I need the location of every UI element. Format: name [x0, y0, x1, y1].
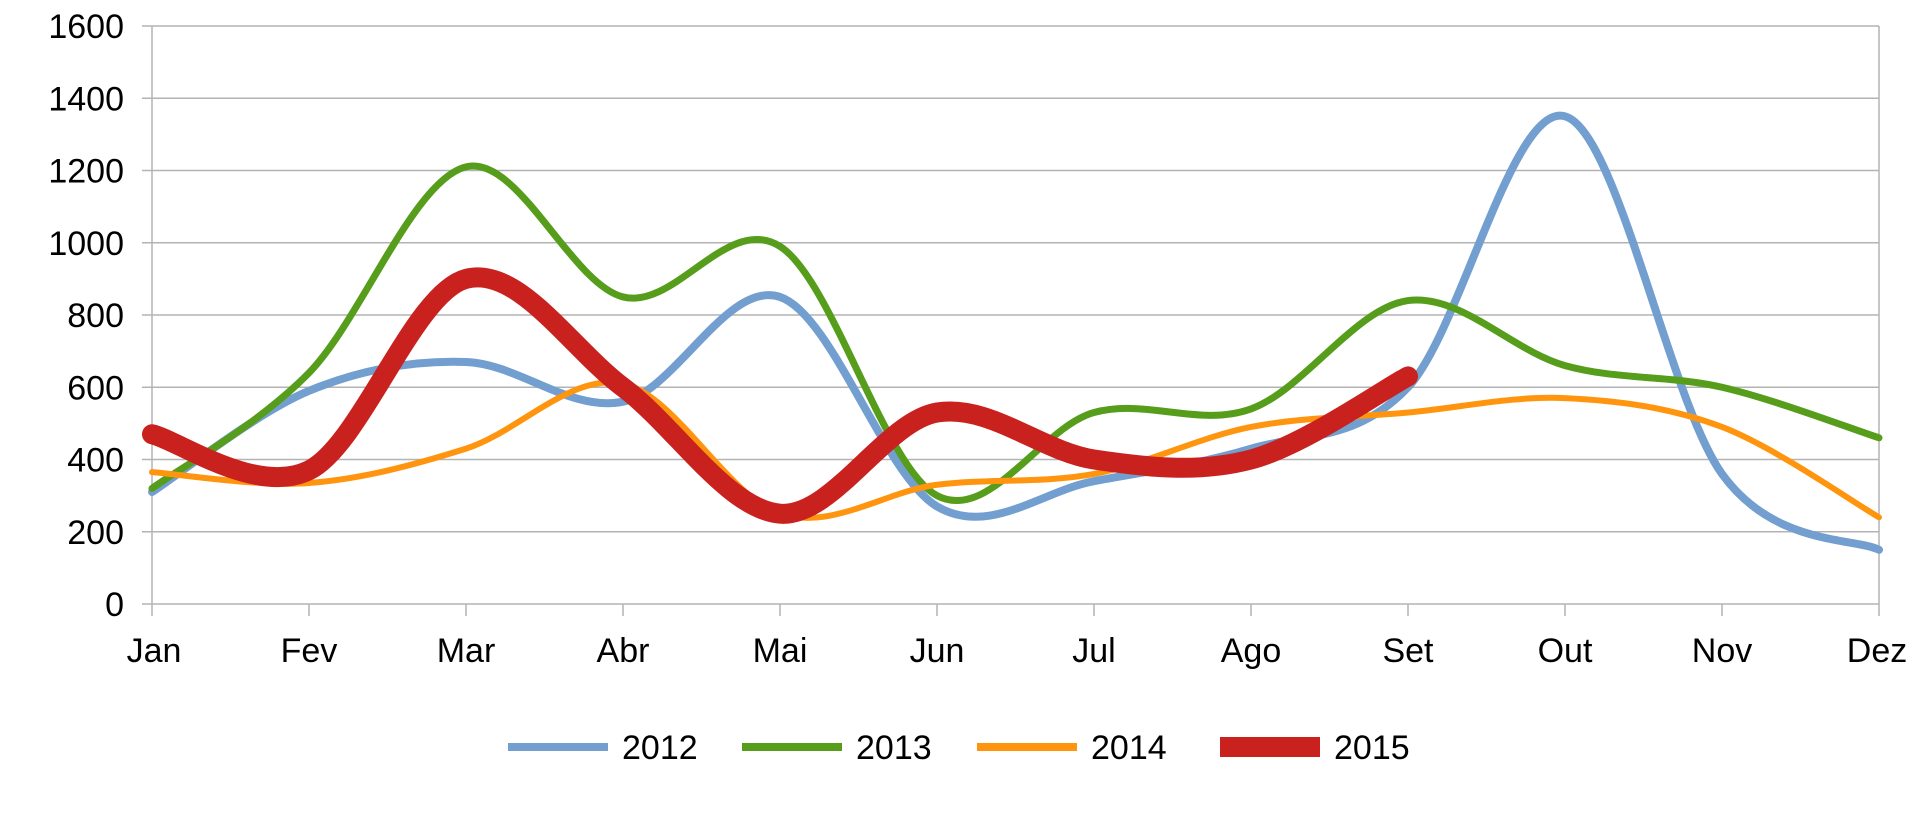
gridlines — [152, 25, 1879, 533]
y-tick-label: 200 — [67, 514, 124, 552]
x-tick-label: Nov — [1692, 632, 1752, 670]
x-tick-label: Jan — [127, 632, 182, 670]
legend-label-2015: 2015 — [1334, 729, 1410, 767]
series-line-2013 — [148, 162, 1883, 505]
legend-label-2012: 2012 — [622, 729, 698, 767]
y-axis-tick-labels: 0 200 400 600 800 1000 1200 1400 1600 — [48, 8, 124, 624]
x-tick-label: Jul — [1072, 632, 1115, 670]
x-tick-label: Dez — [1847, 632, 1907, 670]
axes — [142, 25, 1880, 616]
y-tick-label: 600 — [67, 369, 124, 407]
x-tick-label: Mar — [437, 632, 496, 670]
y-tick-label: 1600 — [48, 8, 124, 46]
legend-label-2014: 2014 — [1091, 729, 1167, 767]
y-tick-label: 1200 — [48, 153, 124, 191]
series-lines — [142, 111, 1883, 554]
x-tick-label: Set — [1382, 632, 1434, 670]
series-line-2014 — [149, 379, 1882, 521]
y-tick-label: 1000 — [48, 225, 124, 263]
y-tick-label: 0 — [105, 586, 124, 624]
x-tick-label: Ago — [1221, 632, 1282, 670]
series-line-2015 — [142, 267, 1418, 524]
x-tick-label: Jun — [910, 632, 965, 670]
y-tick-label: 1400 — [48, 80, 124, 118]
x-tick-label: Mai — [753, 632, 808, 670]
x-tick-label: Fev — [281, 632, 338, 670]
series-line-2012 — [148, 111, 1883, 554]
x-tick-label: Out — [1538, 632, 1593, 670]
y-tick-label: 400 — [67, 442, 124, 480]
legend: 2012 2013 2014 2015 — [508, 729, 1410, 767]
x-tick-label: Abr — [597, 632, 650, 670]
x-axis-tick-labels: Jan Fev Mar Abr Mai Jun Jul Ago Set Out Nov Dez — [127, 632, 1908, 670]
y-tick-label: 800 — [67, 297, 124, 335]
legend-label-2013: 2013 — [856, 729, 932, 767]
